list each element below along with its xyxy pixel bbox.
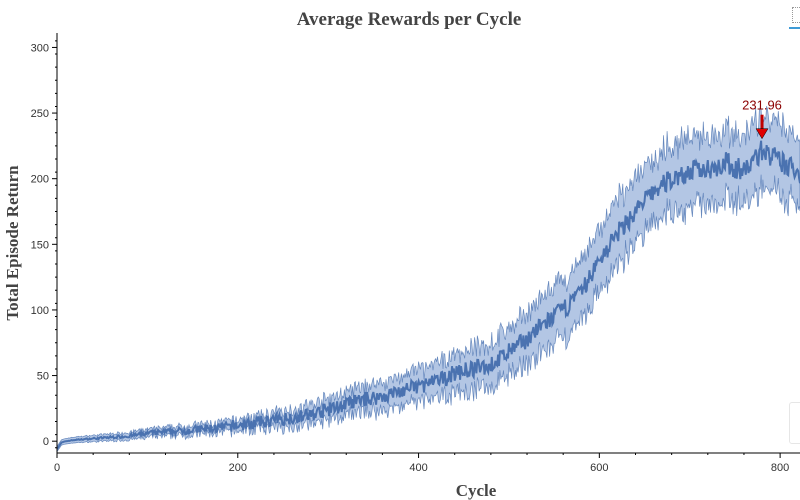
- y-tick-label: 50: [37, 371, 49, 383]
- active-tool-indicator: [789, 27, 800, 29]
- box-zoom-icon[interactable]: [792, 7, 800, 23]
- x-tick-label: 600: [590, 462, 608, 474]
- y-tick-label: 300: [31, 42, 49, 54]
- confidence-band: [56, 106, 800, 453]
- x-tick-label: 200: [229, 462, 247, 474]
- chart-title: Average Rewards per Cycle: [297, 9, 522, 30]
- x-tick-label: 0: [54, 462, 60, 474]
- y-axis-label: Total Episode Return: [3, 165, 22, 321]
- x-tick-label: 800: [771, 462, 789, 474]
- mean-line: [56, 140, 800, 450]
- annotation-label: 231.96: [742, 98, 782, 113]
- legend-box: [789, 402, 800, 444]
- plot-area: 231.96: [56, 98, 800, 453]
- y-tick-label: 0: [43, 436, 49, 448]
- axes: 0 50 100 150 200 250 300 0 200 400 600 800: [31, 33, 800, 474]
- y-tick-label: 150: [31, 239, 49, 251]
- annotation-marker: [755, 128, 769, 140]
- x-tick-label: 400: [409, 462, 427, 474]
- toolbar[interactable]: [789, 5, 800, 29]
- y-tick-label: 100: [31, 305, 49, 317]
- y-tick-label: 250: [31, 108, 49, 120]
- x-axis-label: Cycle: [456, 481, 497, 500]
- y-tick-label: 200: [31, 174, 49, 186]
